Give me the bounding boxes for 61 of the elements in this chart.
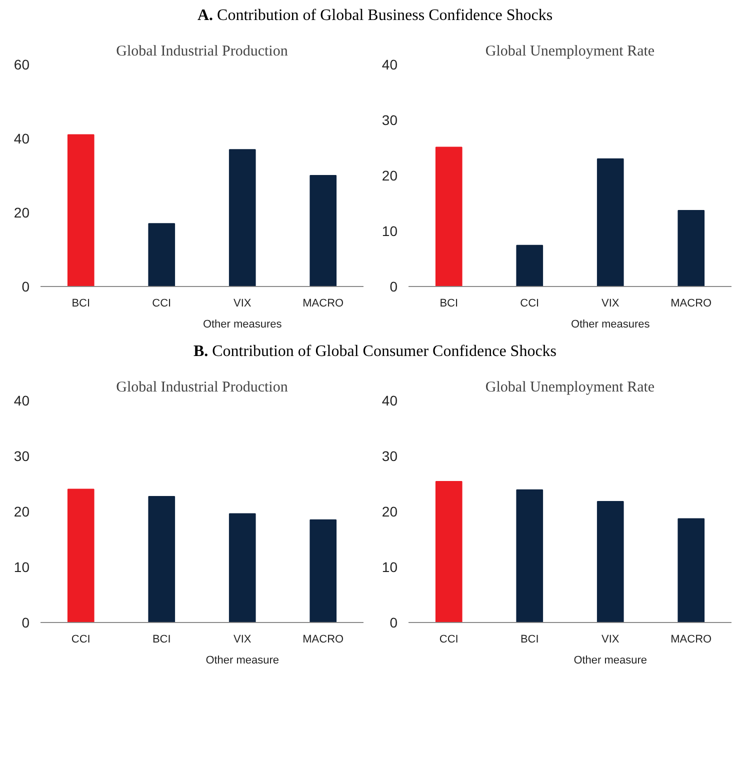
y-tick-label: 30 — [14, 448, 30, 464]
bar — [516, 244, 544, 286]
y-tick-label: 40 — [382, 56, 398, 72]
chart-title: B. Contribution of Global Consumer Confidence Shocks — [192, 342, 558, 362]
text: Other measure — [206, 654, 280, 666]
text: Other measures — [202, 318, 282, 330]
y-tick-label: 0 — [390, 278, 398, 294]
y-tick-label: 30 — [382, 112, 398, 128]
x-tick-label: VIX — [602, 298, 620, 310]
bar — [148, 223, 176, 286]
x-tick-label: MACRO — [302, 634, 344, 646]
chart-subtitle: Global Industrial Production — [116, 380, 288, 396]
bar — [310, 175, 337, 286]
x-tick-label: MACRO — [670, 298, 712, 310]
bar — [67, 134, 94, 286]
bar — [596, 158, 624, 286]
bar — [435, 146, 462, 286]
bar — [596, 501, 624, 622]
x-tick-label: MACRO — [302, 298, 344, 310]
y-tick-label: 40 — [382, 392, 398, 408]
bar — [435, 481, 462, 622]
chart-title: A. Contribution of Global Business Confidence Shocks — [196, 6, 554, 26]
x-tick-label: VIX — [602, 634, 620, 646]
y-tick-label: 20 — [382, 168, 398, 184]
text: Other measures — [570, 318, 650, 330]
y-tick-label: 0 — [22, 614, 30, 630]
x-tick-label: BCI — [520, 634, 539, 646]
bar — [678, 210, 705, 286]
text: Other measure — [574, 654, 648, 666]
chart-subtitle: Global Unemployment Rate — [485, 380, 655, 396]
x-tick-label: BCI — [440, 298, 458, 310]
bar — [148, 496, 176, 622]
y-tick-label: 10 — [382, 223, 398, 239]
y-tick-label: 40 — [14, 130, 30, 146]
x-tick-label: VIX — [234, 634, 252, 646]
y-tick-label: 60 — [14, 56, 30, 72]
x-tick-label: CCI — [520, 298, 540, 310]
x-tick-label: BCI — [72, 298, 90, 310]
y-tick-label: 20 — [14, 204, 30, 220]
bar — [67, 488, 94, 622]
y-tick-label: 20 — [14, 504, 30, 520]
x-tick-label: MACRO — [670, 634, 712, 646]
chart-subtitle: Global Industrial Production — [116, 44, 288, 60]
chart-subtitle: Global Unemployment Rate — [485, 44, 655, 60]
bar — [228, 149, 256, 286]
bar — [310, 519, 337, 622]
x-tick-label: VIX — [234, 298, 252, 310]
y-tick-label: 20 — [382, 504, 398, 520]
bar — [228, 513, 256, 622]
x-tick-label: CCI — [71, 634, 90, 646]
bar — [516, 489, 544, 622]
bar — [678, 518, 705, 622]
y-tick-label: 10 — [14, 559, 30, 575]
y-tick-label: 0 — [22, 278, 30, 294]
x-tick-label: CCI — [152, 298, 172, 310]
y-tick-label: 0 — [390, 614, 398, 630]
x-tick-label: BCI — [152, 634, 171, 646]
y-tick-label: 10 — [382, 559, 398, 575]
x-tick-label: CCI — [439, 634, 458, 646]
y-tick-label: 40 — [14, 392, 30, 408]
y-tick-label: 30 — [382, 448, 398, 464]
